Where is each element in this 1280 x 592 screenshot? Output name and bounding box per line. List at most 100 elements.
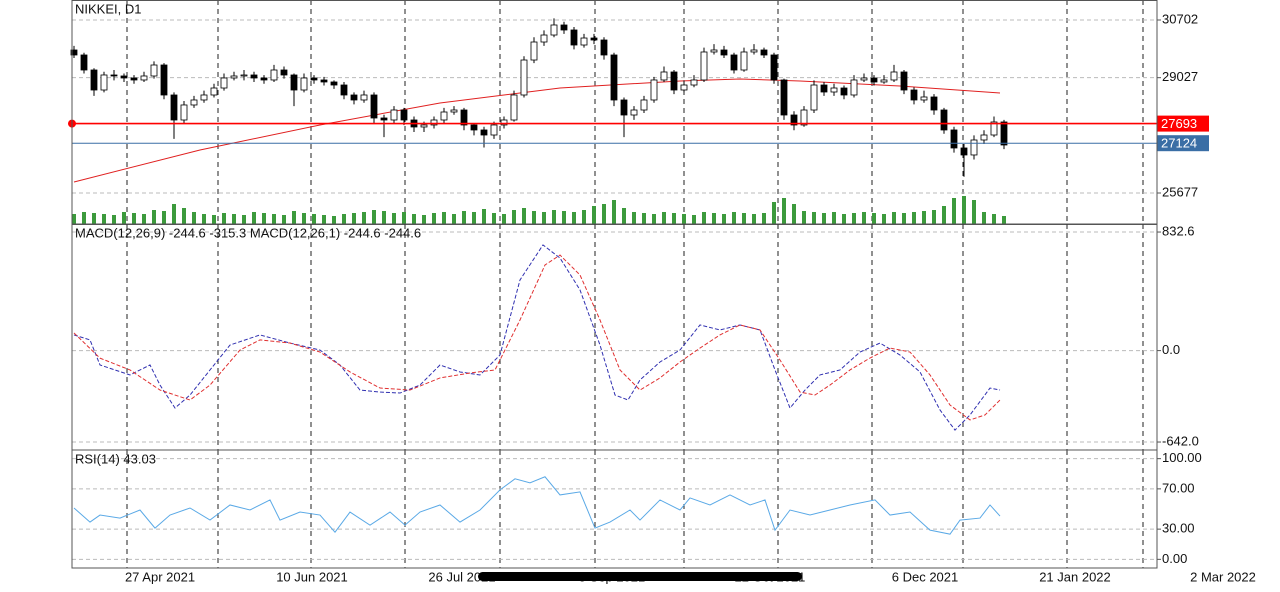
candle-body (230, 75, 238, 79)
candle-body (760, 49, 768, 56)
candle-body (530, 41, 538, 61)
candle-body (280, 69, 288, 76)
volume-bar (862, 212, 866, 224)
volume-bar (512, 210, 516, 224)
volume-bar (202, 214, 206, 224)
candle-body (890, 71, 898, 81)
volume-bar (412, 214, 416, 224)
volume-bar (792, 204, 796, 224)
candle-body (350, 94, 358, 101)
volume-bar (102, 214, 106, 224)
candle-body (540, 34, 548, 43)
volume-bar (702, 212, 706, 224)
level-tag (1157, 115, 1209, 132)
volume-bar (722, 214, 726, 224)
panel-title: MACD(12,26,9) -244.6 -315.3 MACD(12,26,1… (75, 225, 421, 240)
candle-body (990, 121, 998, 136)
volume-bar (442, 212, 446, 224)
candle-body (160, 64, 168, 96)
candle-body (200, 94, 208, 101)
volume-bar (712, 213, 716, 224)
volume-bar (382, 211, 386, 224)
candle-body (560, 24, 568, 31)
volume-bar (72, 214, 76, 224)
moving-average (73, 78, 1001, 183)
volume-bar (752, 214, 756, 224)
y-tick-label: 29027 (1162, 69, 1198, 84)
candle-body (600, 39, 608, 56)
x-tick-label: 10 Jun 2021 (276, 569, 348, 584)
panel-frame (71, 449, 1158, 569)
candle-body (930, 96, 938, 111)
volume-bar (282, 215, 286, 224)
volume-bar (812, 212, 816, 224)
candle-body (110, 74, 118, 77)
volume-bar (592, 206, 596, 224)
volume-bar (612, 200, 616, 224)
candle-body (180, 104, 188, 121)
volume-bar (172, 204, 176, 224)
volume-bar (742, 213, 746, 224)
volume-bar (92, 213, 96, 224)
volume-bar (682, 214, 686, 224)
candle-body (690, 79, 698, 86)
candle-body (620, 99, 628, 116)
volume-bar (692, 215, 696, 224)
volume-bar (552, 210, 556, 224)
candle-body (980, 134, 988, 141)
volume-bar (162, 211, 166, 224)
candle-body (640, 99, 648, 111)
level-label: 27693 (1161, 116, 1197, 131)
candle-body (800, 109, 808, 126)
candle-body (90, 69, 98, 91)
candle-body (370, 94, 378, 119)
volume-bar (772, 202, 776, 224)
candle-body (580, 37, 588, 46)
volume-bar (992, 214, 996, 224)
panel-title: NIKKEI, D1 (75, 1, 141, 16)
candle-body (570, 29, 578, 46)
x-tick-label: 21 Jan 2022 (1039, 569, 1111, 584)
candle-body (810, 84, 818, 111)
candle-body (770, 54, 778, 81)
volume-bar (312, 214, 316, 224)
volume-bar (532, 211, 536, 224)
candle-body (70, 49, 78, 56)
candle-body (420, 124, 428, 128)
candle-body (860, 77, 868, 81)
x-tick-label: 26 Jul 2021 (428, 569, 495, 584)
volume-bar (842, 214, 846, 224)
candle-body (680, 84, 688, 91)
y-tick-label: 30.00 (1162, 521, 1195, 536)
volume-bar (302, 213, 306, 224)
volume-bar (432, 213, 436, 224)
volume-bar (342, 214, 346, 224)
candle-body (730, 54, 738, 71)
volume-bar (942, 206, 946, 224)
candle-body (190, 99, 198, 106)
x-tick-label: 27 Apr 2021 (125, 569, 195, 584)
candle-body (650, 79, 658, 101)
candle-body (910, 89, 918, 101)
y-tick-label: 70.00 (1162, 480, 1195, 495)
candle-body (220, 77, 228, 89)
volume-bar (882, 214, 886, 224)
candle-body (330, 81, 338, 86)
volume-bar (272, 214, 276, 224)
indicator-line (73, 244, 1001, 431)
volume-bar (472, 212, 476, 224)
x-tick-label: 2 Mar 2022 (1190, 569, 1256, 584)
candle-body (480, 129, 488, 136)
candle-body (320, 79, 328, 83)
scroll-handle (478, 572, 802, 581)
candle-body (780, 79, 788, 116)
volume-bar (82, 212, 86, 224)
volume-bar (362, 212, 366, 224)
candle-body (120, 75, 128, 79)
volume-bar (482, 209, 486, 224)
candle-body (840, 87, 848, 96)
volume-bar (352, 213, 356, 224)
volume-bar (122, 212, 126, 224)
